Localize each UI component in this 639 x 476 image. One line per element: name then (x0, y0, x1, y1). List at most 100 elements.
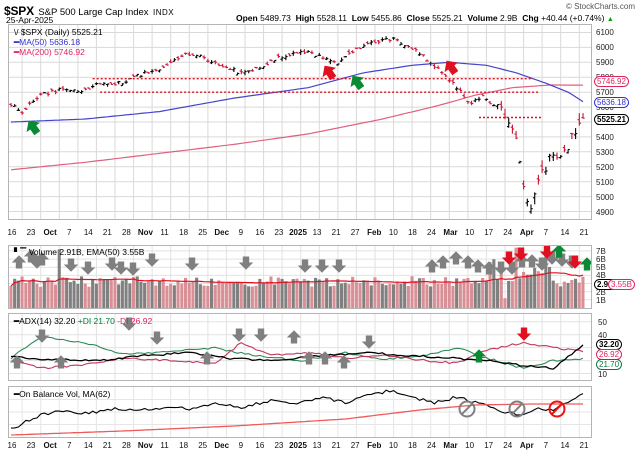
close-label: Close (406, 13, 430, 23)
price-legend-ma50: ━MA(50) 5636.18 (14, 37, 81, 47)
x-axis-label-2025: 2025 (289, 228, 307, 237)
x-axis-label-oct: Oct (43, 228, 57, 237)
x-axis-label-24: 24 (427, 228, 436, 237)
chg-label: Chg (522, 13, 539, 23)
x-axis-label-17: 17 (484, 441, 494, 450)
x-axis-label-18: 18 (407, 228, 417, 237)
x-axis-label-dec: Dec (214, 441, 230, 450)
x-axis-label-7: 7 (543, 228, 549, 237)
x-axis-label-10: 10 (388, 228, 398, 237)
x-axis-label-11: 11 (160, 228, 169, 237)
x-axis-label-14: 14 (560, 441, 570, 450)
volume-ema-tag: 3.55B (608, 279, 635, 290)
x-axis-label-16: 16 (7, 228, 17, 237)
price-axis-tick-5200: 5200 (596, 162, 614, 172)
x-axis-label-21: 21 (331, 441, 341, 450)
price-axis-tick-6000: 6000 (596, 43, 614, 53)
symbol-ticker: $SPX (4, 4, 34, 18)
x-axis-label-mar: Mar (443, 228, 458, 237)
adx-legend-mdi: -DI 26.92 (117, 316, 153, 326)
volume-panel[interactable] (8, 245, 592, 309)
volume-axis-tick-7B: 7B (596, 246, 606, 256)
volume-axis-tick-1B: 1B (596, 295, 606, 305)
adx-legend-pdi: +DI 21.70 (77, 316, 115, 326)
x-axis-label-27: 27 (350, 228, 360, 237)
adx-plot (9, 314, 591, 380)
x-axis-label-23: 23 (274, 441, 284, 450)
x-axis-label-14: 14 (560, 228, 570, 237)
x-axis-label-24: 24 (503, 228, 513, 237)
x-axis-label-9: 9 (238, 441, 244, 450)
x-axis-label-feb: Feb (367, 228, 382, 237)
x-axis-label-21: 21 (579, 441, 589, 450)
x-axis-label-28: 28 (121, 441, 131, 450)
x-axis-label-nov: Nov (137, 228, 154, 237)
ma200-value-tag: 5746.92 (594, 76, 629, 87)
ohlc-quote-bar: Open 5489.73 High 5528.11 Low 5455.86 Cl… (236, 13, 614, 23)
symbol-description: S&P 500 Large Cap Index (38, 7, 149, 18)
x-axis-label-21: 21 (331, 228, 341, 237)
x-axis-label-11: 11 (160, 441, 169, 450)
x-axis-label-18: 18 (179, 441, 189, 450)
x-axis-label-apr: Apr (519, 228, 534, 237)
adx-panel[interactable] (8, 313, 592, 381)
x-axis-label-nov: Nov (137, 441, 154, 450)
price-panel[interactable] (8, 24, 592, 220)
low-value: 5455.86 (371, 13, 402, 23)
x-axis-label-16: 16 (255, 228, 265, 237)
close-value: 5525.21 (432, 13, 463, 23)
x-axis-label-9: 9 (238, 228, 244, 237)
volume-legend: ▘▔ Volume 2.91B, EMA(50) 3.55B (14, 247, 145, 257)
price-legend-main: \/ $SPX (Daily) 5525.21 (14, 27, 103, 37)
volume-value: 2.9B (499, 13, 518, 23)
x-axis-label-16: 16 (255, 441, 265, 450)
x-axis-label-23: 23 (26, 441, 36, 450)
x-axis-label-2025: 2025 (289, 441, 307, 450)
adx-legend: ━ADX(14) 32.20 +DI 21.70 -DI 26.92 (14, 316, 153, 326)
price-axis-tick-6100: 6100 (596, 28, 614, 38)
last-close-tag: 5525.21 (594, 114, 629, 125)
volume-axis-tick-2B: 2B (596, 287, 606, 297)
price-plot (9, 25, 591, 219)
x-axis-label-10: 10 (465, 441, 475, 450)
x-axis-label-apr: Apr (519, 441, 534, 450)
price-axis-tick-5000: 5000 (596, 192, 614, 202)
price-axis-tick-5400: 5400 (596, 132, 614, 142)
x-axis-label-17: 17 (484, 228, 494, 237)
symbol-exchange: INDX (153, 8, 175, 17)
obv-legend: ━On Balance Vol, MA(62) (14, 389, 111, 399)
volume-axis-tick-4B: 4B (596, 271, 606, 281)
x-axis-label-7: 7 (543, 441, 549, 450)
volume-axis-tick-6B: 6B (596, 255, 606, 265)
x-axis-label-18: 18 (407, 441, 417, 450)
x-axis-label-25: 25 (198, 441, 208, 450)
x-axis-label-7: 7 (66, 441, 72, 450)
x-axis-label-24: 24 (503, 441, 513, 450)
open-value: 5489.73 (260, 13, 291, 23)
chg-value: +40.44 (+0.74%) (541, 13, 605, 23)
x-axis-label-mar: Mar (443, 441, 458, 450)
adx-axis-tick-10: 10 (598, 369, 607, 379)
x-axis-label-13: 13 (312, 441, 322, 450)
pdi-value-tag: 21.70 (596, 359, 623, 370)
x-axis-label-28: 28 (121, 228, 131, 237)
price-axis-tick-4900: 4900 (596, 207, 614, 217)
x-axis-label-10: 10 (465, 228, 475, 237)
x-axis-label-23: 23 (26, 228, 36, 237)
x-axis-label-21: 21 (579, 228, 589, 237)
x-axis-label-10: 10 (388, 441, 398, 450)
low-label: Low (351, 13, 369, 23)
obv-panel[interactable] (8, 386, 592, 438)
price-axis-tick-5100: 5100 (596, 177, 614, 187)
x-axis-label-dec: Dec (214, 228, 230, 237)
x-axis-label-23: 23 (274, 228, 284, 237)
volume-label: Volume (467, 13, 498, 23)
x-axis-label-13: 13 (312, 228, 322, 237)
x-axis-label-14: 14 (83, 228, 93, 237)
price-legend-ma200: ━MA(200) 5746.92 (14, 47, 85, 57)
price-axis-tick-5900: 5900 (596, 58, 614, 68)
x-axis-label-7: 7 (66, 228, 72, 237)
ma50-value-tag: 5636.18 (594, 97, 629, 108)
x-axis-label-25: 25 (198, 228, 208, 237)
chg-up-arrow-icon: ▲ (606, 16, 614, 23)
